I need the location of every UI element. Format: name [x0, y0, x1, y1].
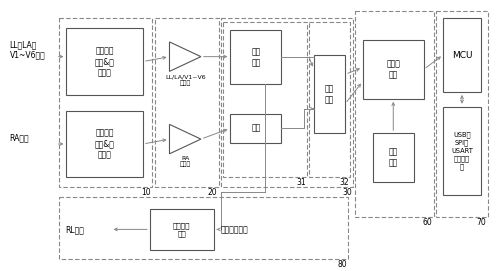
Text: MCU: MCU [452, 51, 472, 60]
Bar [443, 107, 481, 195]
Text: RA
缓冲器: RA 缓冲器 [179, 156, 191, 167]
Text: 输入保护
电路&低
通滤波: 输入保护 电路&低 通滤波 [95, 46, 115, 77]
Bar [230, 114, 281, 143]
Text: 20: 20 [208, 188, 218, 197]
Text: 串床
参考: 串床 参考 [389, 148, 398, 168]
Text: 60: 60 [423, 218, 432, 227]
Text: 输入保护
电路&低
通滤波: 输入保护 电路&低 通滤波 [95, 128, 115, 160]
Text: 模数转
换器: 模数转 换器 [386, 59, 400, 79]
Bar [67, 28, 143, 95]
Text: LL/LA/V1~V6
缓冲器: LL/LA/V1~V6 缓冲器 [165, 74, 205, 86]
Text: 电阻: 电阻 [251, 124, 260, 133]
Bar [443, 18, 481, 92]
Text: 70: 70 [477, 218, 487, 227]
Text: RA导联: RA导联 [9, 134, 29, 143]
Bar [224, 22, 307, 178]
Bar [373, 133, 414, 182]
Bar [221, 18, 353, 187]
Bar [436, 11, 488, 217]
Text: LL、LA、
V1~V6导联: LL、LA、 V1~V6导联 [9, 40, 45, 59]
Bar [59, 197, 348, 259]
Text: 31: 31 [296, 178, 306, 187]
Text: 80: 80 [337, 260, 347, 269]
Text: 30: 30 [342, 188, 352, 197]
Text: 右腿驱动
电路: 右腿驱动 电路 [173, 222, 190, 237]
Bar [309, 22, 350, 178]
Text: 10: 10 [141, 188, 151, 197]
Bar [230, 30, 281, 84]
Bar [314, 55, 345, 133]
Bar [67, 111, 143, 178]
Text: RL导联: RL导联 [66, 225, 84, 234]
Text: 差分
放大: 差分 放大 [325, 84, 334, 104]
Bar [59, 18, 152, 187]
Bar [363, 40, 424, 99]
Text: USB、
SPI、
USART
等接口电
路: USB、 SPI、 USART 等接口电 路 [451, 132, 473, 170]
Text: 32: 32 [339, 178, 349, 187]
Text: 模拟
开关: 模拟 开关 [251, 47, 260, 67]
Bar [150, 209, 214, 250]
Bar [155, 18, 219, 187]
Bar [355, 11, 433, 217]
Text: 威尔逊中心点: 威尔逊中心点 [221, 225, 248, 234]
